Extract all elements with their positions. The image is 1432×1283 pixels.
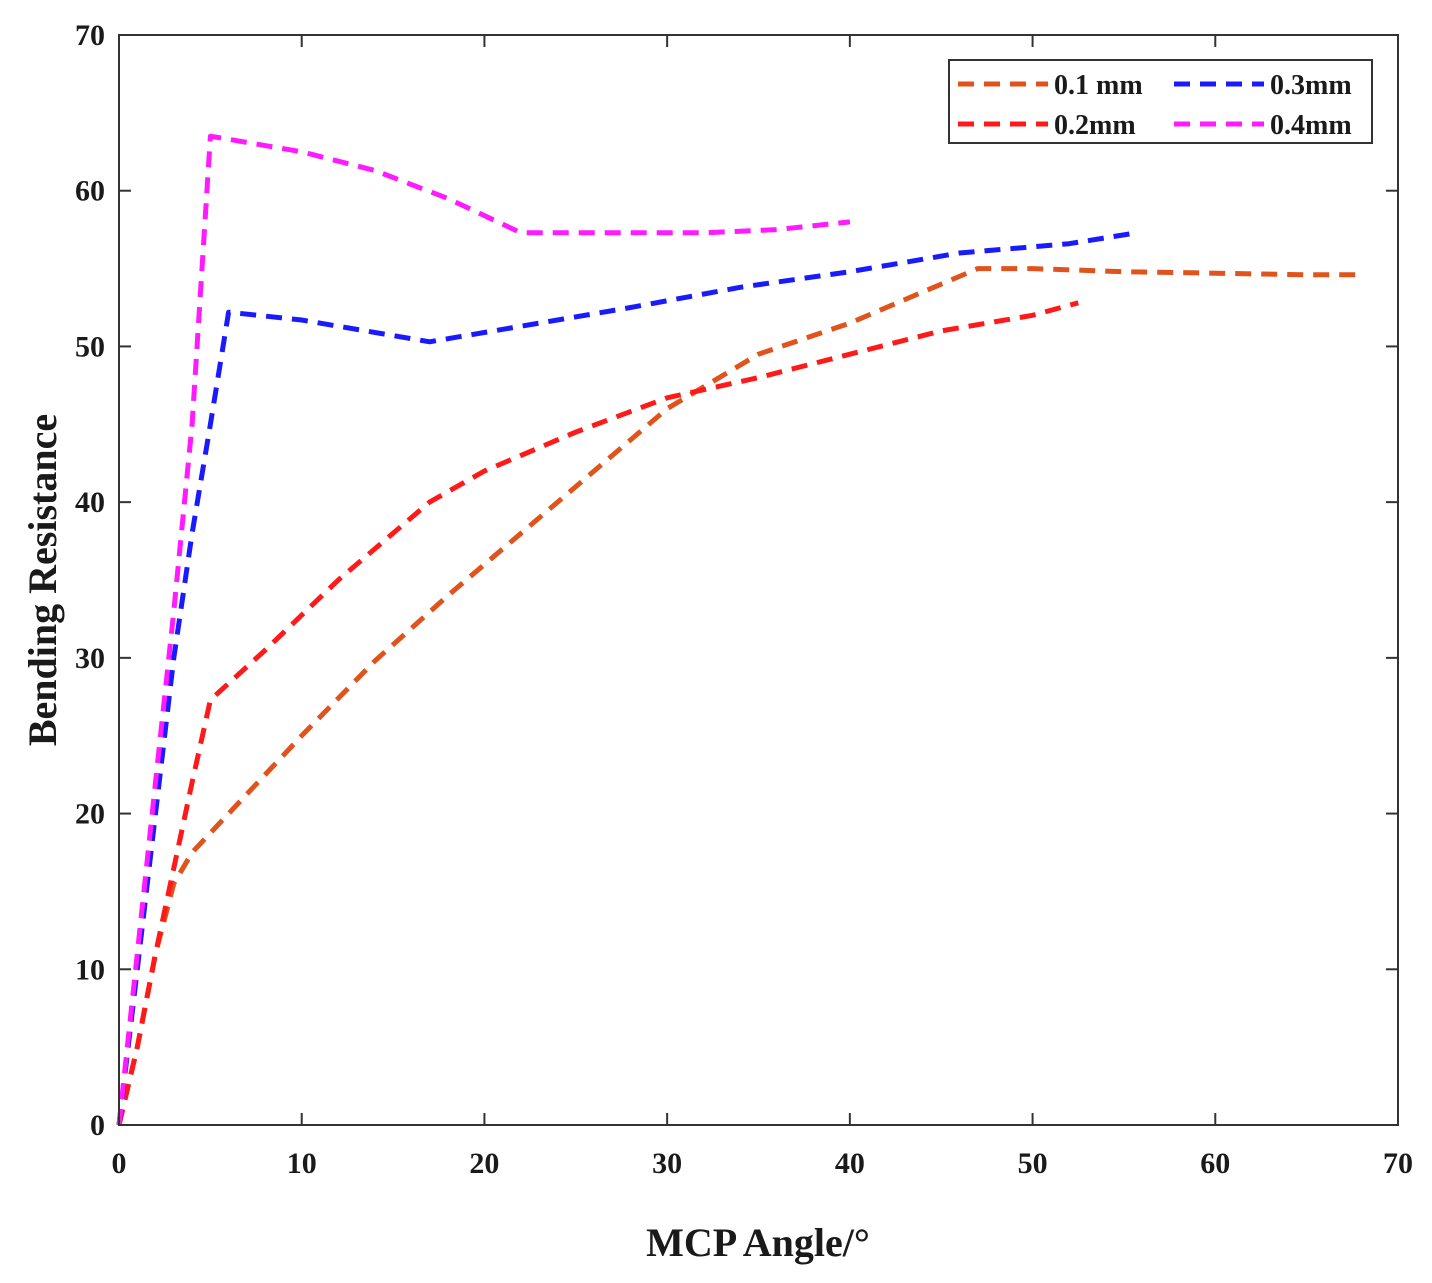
series-line-0-1-mm (116, 266, 1356, 1126)
tick-layer: 0 10 20 30 40 50 60 70 0 10 20 30 40 50 60 70 (75, 19, 1413, 1180)
y-tick-label: 60 (75, 175, 105, 208)
legend-label-0-3mm: 0.3mm (1270, 70, 1352, 101)
series-line-0-4mm (116, 133, 851, 1126)
plot-area-frame (118, 34, 1399, 1126)
y-axis-title: Bending Resistance (20, 414, 65, 746)
legend-label-0-1mm: 0.1 mm (1054, 70, 1143, 101)
x-tick-label: 30 (652, 1147, 682, 1180)
y-tick-label: 10 (75, 953, 105, 986)
y-tick-label: 70 (75, 19, 105, 52)
x-tick-label: 70 (1383, 1147, 1413, 1180)
y-tick-label: 30 (75, 642, 105, 675)
x-axis-title: MCP Angle/° (646, 1220, 870, 1265)
legend-label-0-4mm: 0.4mm (1270, 110, 1352, 141)
y-tick-label: 0 (90, 1109, 105, 1142)
series-layer (116, 133, 1356, 1126)
x-tick-label: 60 (1200, 1147, 1230, 1180)
x-tick-label: 10 (287, 1147, 317, 1180)
x-tick-label: 0 (112, 1147, 127, 1180)
y-tick-label: 40 (75, 486, 105, 519)
legend-box (948, 59, 1373, 144)
x-tick-label: 50 (1018, 1147, 1048, 1180)
legend: 0.1 mm 0.3mm 0.2mm 0.4mm (948, 59, 1373, 144)
x-tick-label: 40 (835, 1147, 865, 1180)
series-line-0-2mm (116, 300, 1079, 1126)
y-tick-label: 20 (75, 798, 105, 831)
series-line-0-3mm (116, 230, 1138, 1126)
y-tick-label: 50 (75, 330, 105, 363)
legend-label-0-2mm: 0.2mm (1054, 110, 1136, 141)
x-tick-label: 20 (469, 1147, 499, 1180)
